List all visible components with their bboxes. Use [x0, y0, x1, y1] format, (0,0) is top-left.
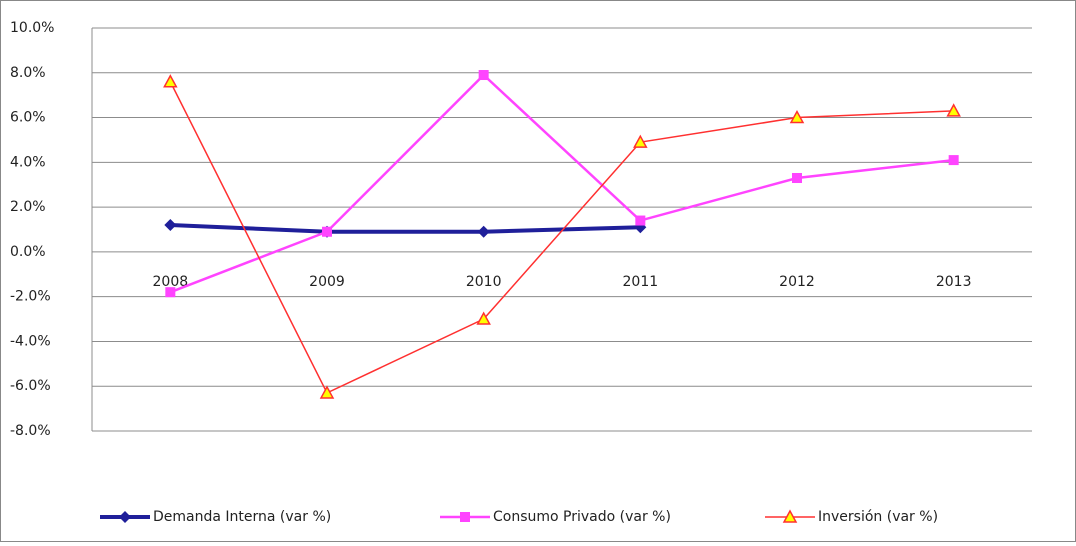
data-point [633, 134, 648, 148]
y-tick-label: 10.0% [10, 20, 54, 36]
x-tick-label: 2012 [779, 274, 815, 290]
data-point [635, 215, 646, 226]
legend-marker [782, 509, 798, 523]
x-tick-label: 2009 [309, 274, 345, 290]
data-point [322, 226, 332, 237]
data-point [165, 287, 176, 298]
series-line [169, 81, 954, 394]
data-point [477, 225, 490, 238]
x-tick-label: 2010 [466, 274, 502, 290]
y-tick-label: -8.0% [10, 423, 51, 439]
data-point [164, 219, 177, 232]
data-point [163, 74, 178, 88]
legend-label: Inversión (var %) [818, 509, 938, 525]
x-tick-label: 2011 [623, 274, 659, 290]
data-point [948, 155, 959, 166]
y-tick-label: 2.0% [10, 199, 46, 215]
y-tick-label: 6.0% [10, 110, 46, 126]
x-tick-label: 2013 [936, 274, 972, 290]
y-tick-label: -4.0% [10, 333, 51, 349]
data-point [792, 173, 802, 184]
y-tick-label: 0.0% [10, 244, 46, 260]
data-point [789, 109, 805, 124]
data-point [478, 70, 489, 81]
y-tick-label: -2.0% [10, 289, 51, 305]
x-tick-label: 2008 [153, 274, 189, 290]
y-tick-label: 8.0% [10, 65, 46, 81]
y-tick-label: -6.0% [10, 378, 51, 394]
legend-label: Consumo Privado (var %) [493, 509, 671, 525]
y-tick-label: 4.0% [10, 154, 46, 170]
legend-label: Demanda Interna (var %) [153, 509, 331, 525]
series-line [169, 73, 954, 294]
data-point [946, 103, 961, 117]
legend-marker [460, 512, 470, 522]
data-point [476, 311, 491, 325]
data-point [319, 385, 335, 399]
legend-marker [119, 511, 131, 523]
